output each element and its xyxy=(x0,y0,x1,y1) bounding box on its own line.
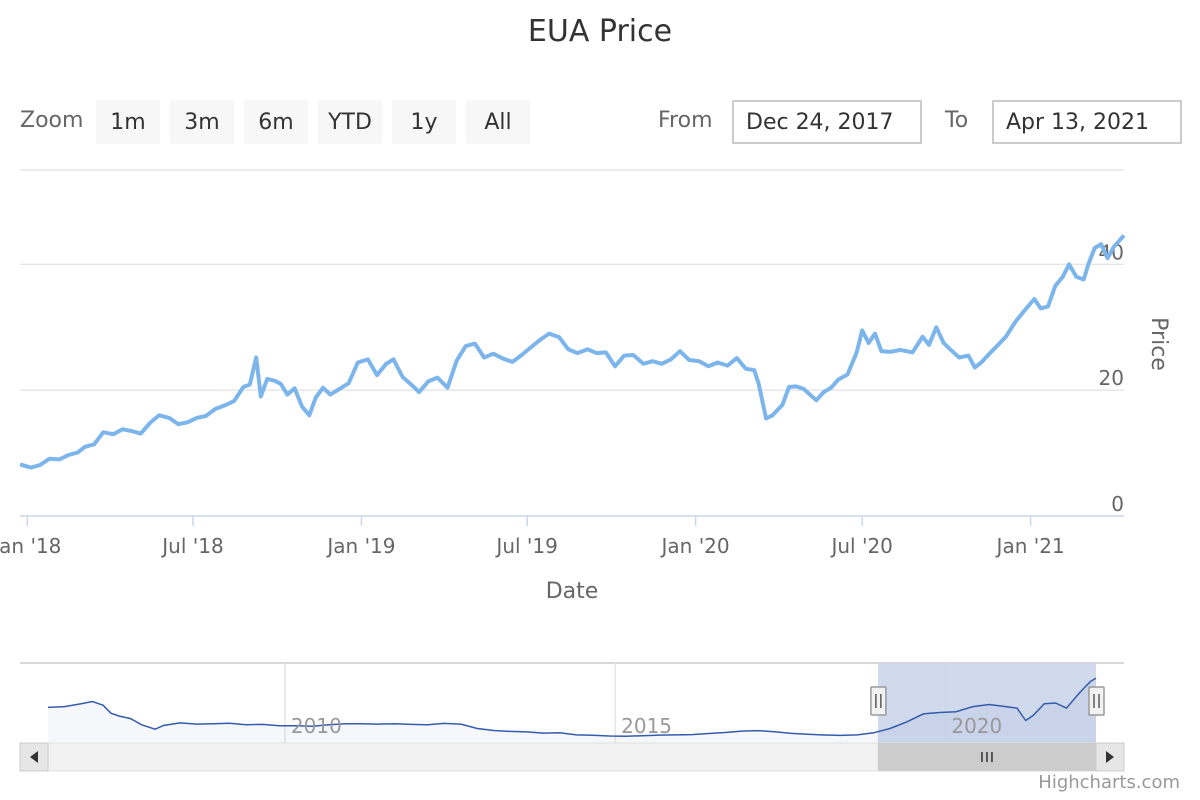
navigator-right-handle[interactable] xyxy=(1088,686,1105,716)
highcharts-credits[interactable]: Highcharts.com xyxy=(1038,772,1180,793)
y-axis-title: Price xyxy=(1146,317,1171,371)
navigator-tick-label: 2020 xyxy=(951,714,1002,738)
navigator-tick-label: 2010 xyxy=(291,714,342,738)
chart-title: EUA Price xyxy=(527,14,673,49)
scroll-right-arrow-icon xyxy=(1106,751,1114,763)
x-axis-ticks: Jan '18 Jul '18 Jan '19 Jul '19 Jan '20 Jul '… xyxy=(0,516,1065,558)
navigator-ticks: 2010 2015 2020 xyxy=(291,714,1002,738)
price-series-line xyxy=(19,234,1126,470)
x-tick-label: Jul '18 xyxy=(160,534,223,558)
y-gridlines xyxy=(20,169,1124,391)
scroll-left-arrow-icon xyxy=(30,751,38,763)
x-tick-label: Jul '20 xyxy=(829,534,892,558)
scrollbar[interactable] xyxy=(19,742,1125,772)
navigator[interactable]: 2010 2015 2020 xyxy=(20,662,1124,743)
x-tick-label: Jan '21 xyxy=(995,534,1065,558)
from-date-input[interactable] xyxy=(732,100,922,144)
navigator-series-line xyxy=(47,677,1097,738)
from-label: From xyxy=(658,108,713,133)
zoom-ytd-button[interactable]: YTD xyxy=(318,100,382,144)
x-tick-label: Jan '18 xyxy=(0,534,61,558)
zoom-label: Zoom xyxy=(20,108,84,133)
x-tick-label: Jul '19 xyxy=(494,534,557,558)
navigator-selected-range[interactable] xyxy=(877,663,1096,743)
x-tick-label: Jan '19 xyxy=(325,534,395,558)
y-tick-label: 0 xyxy=(1111,492,1124,516)
x-axis-title: Date xyxy=(546,579,599,604)
x-tick-label: Jan '20 xyxy=(660,534,730,558)
zoom-all-button[interactable]: All xyxy=(466,100,530,144)
scrollbar-left-button[interactable] xyxy=(19,742,49,772)
zoom-1y-button[interactable]: 1y xyxy=(392,100,456,144)
to-date-input[interactable] xyxy=(992,100,1182,144)
scrollbar-grip-icon xyxy=(981,752,993,762)
to-label: To xyxy=(945,108,969,133)
navigator-left-handle[interactable] xyxy=(870,686,887,716)
zoom-6m-button[interactable]: 6m xyxy=(244,100,308,144)
zoom-1m-button[interactable]: 1m xyxy=(96,100,160,144)
y-tick-label: 20 xyxy=(1099,366,1124,390)
navigator-tick-label: 2015 xyxy=(621,714,672,738)
zoom-3m-button[interactable]: 3m xyxy=(170,100,234,144)
